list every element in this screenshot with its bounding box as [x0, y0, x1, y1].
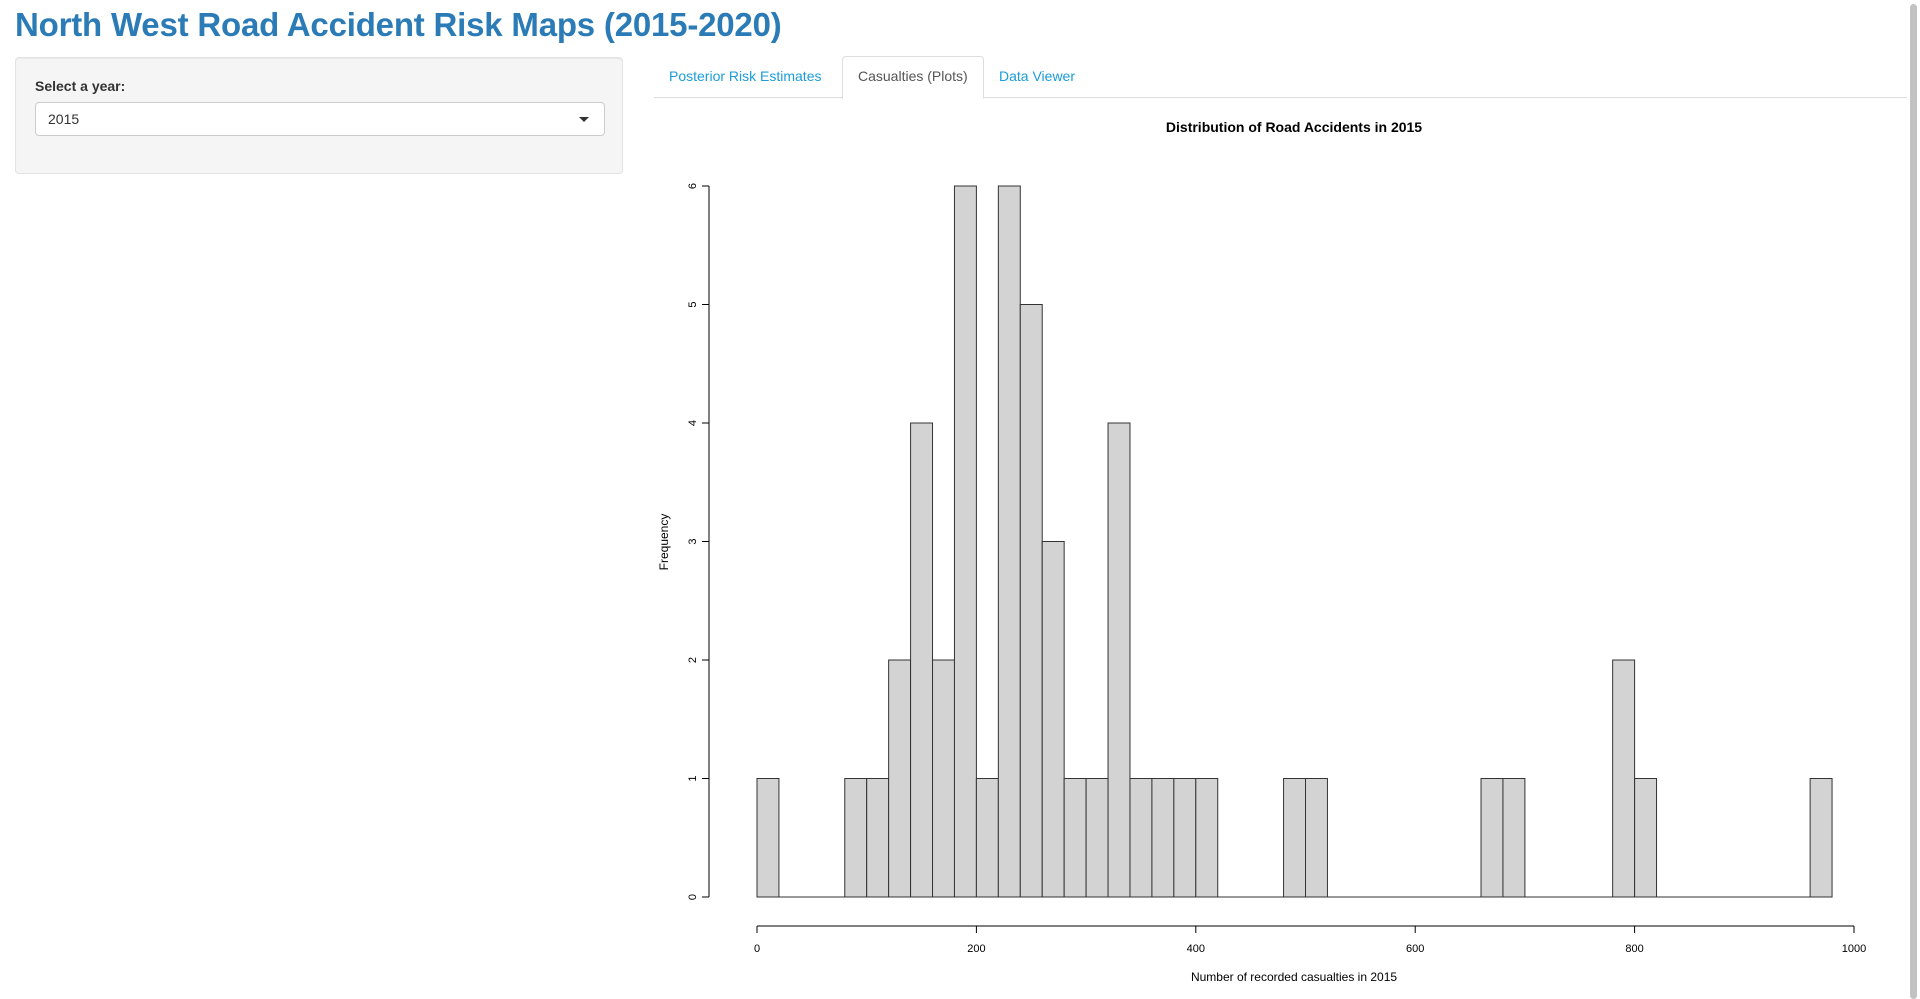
- tab-casualties-plots[interactable]: Casualties (Plots): [842, 56, 984, 99]
- y-tick-label: 1: [687, 775, 699, 781]
- page-scrollbar[interactable]: [1908, 0, 1920, 999]
- histogram-bar: [932, 659, 955, 898]
- caret-down-icon: [579, 117, 589, 122]
- scrollbar-thumb[interactable]: [1910, 4, 1917, 999]
- histogram-bar: [1085, 778, 1109, 898]
- histogram-bar: [756, 778, 780, 898]
- histogram-bar: [1041, 541, 1065, 898]
- chart-area: Distribution of Road Accidents in 2015 N…: [654, 104, 1907, 994]
- page-title: North West Road Accident Risk Maps (2015…: [15, 6, 782, 43]
- x-tick-label: 800: [1625, 943, 1643, 955]
- histogram-bar: [1634, 778, 1658, 898]
- year-select-label: Select a year:: [35, 78, 126, 94]
- y-tick-label: 0: [687, 894, 699, 900]
- histogram-bar: [1195, 778, 1219, 898]
- histogram-bar: [1809, 778, 1833, 898]
- histogram-bar: [1151, 778, 1175, 898]
- y-tick-label: 6: [687, 183, 699, 189]
- y-tick-label: 3: [687, 538, 699, 544]
- histogram-bar: [1612, 659, 1636, 898]
- x-tick-label: 0: [754, 943, 760, 955]
- tab-bar: Posterior Risk Estimates Casualties (Plo…: [654, 56, 1907, 99]
- histogram-bar: [844, 778, 868, 898]
- histogram-chart: Distribution of Road Accidents in 2015 N…: [657, 119, 1866, 984]
- histogram-bar: [953, 185, 977, 898]
- y-tick-label: 4: [687, 420, 699, 426]
- histogram-bar: [1502, 778, 1526, 898]
- x-tick-label: 1000: [1842, 943, 1866, 955]
- year-select[interactable]: 2015: [35, 102, 605, 136]
- y-axis-label: Frequency: [657, 514, 671, 571]
- histogram-bar: [910, 422, 934, 898]
- y-axis: 0 1 2 3 4 5 6: [687, 183, 710, 900]
- sidebar-panel: Select a year: 2015: [15, 57, 623, 174]
- histogram-bar: [1129, 778, 1153, 898]
- histogram-bar: [866, 778, 890, 898]
- x-tick-label: 600: [1406, 943, 1424, 955]
- histogram-bar: [1480, 778, 1504, 898]
- y-tick-label: 2: [687, 657, 699, 663]
- tab-posterior-risk-estimates[interactable]: Posterior Risk Estimates: [669, 68, 822, 84]
- x-tick-label: 200: [967, 943, 985, 955]
- y-tick-label: 5: [687, 301, 699, 307]
- x-axis-label: Number of recorded casualties in 2015: [1191, 970, 1397, 984]
- histogram-bar: [1107, 422, 1131, 898]
- histogram-bar: [1305, 778, 1328, 898]
- histogram-bar: [1283, 778, 1306, 898]
- histogram-bars: [756, 185, 1833, 898]
- histogram-bar: [1173, 778, 1197, 898]
- histogram-bar: [997, 185, 1021, 898]
- year-select-value: 2015: [48, 111, 80, 127]
- histogram-bar: [888, 659, 912, 898]
- tab-data-viewer[interactable]: Data Viewer: [999, 68, 1076, 84]
- histogram-bar: [1063, 778, 1087, 898]
- histogram-bar: [975, 778, 999, 898]
- histogram-bar: [1019, 304, 1043, 898]
- chart-title: Distribution of Road Accidents in 2015: [1166, 119, 1422, 135]
- x-axis: 0 200 400 600 800 1000: [754, 925, 1866, 955]
- x-tick-label: 400: [1187, 943, 1205, 955]
